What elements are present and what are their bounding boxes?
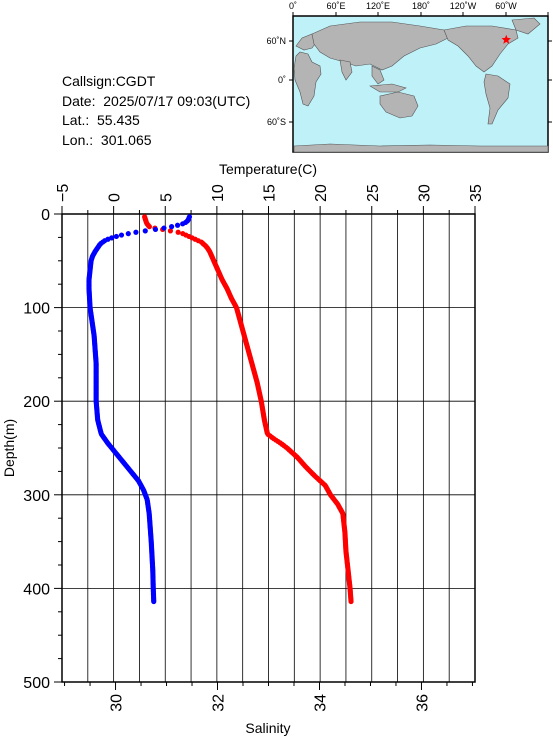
salinity-point [152,226,159,233]
longitude-text: Lon.: 301.065 [62,131,152,148]
temperature-tick-label: 5 [158,193,175,202]
map-lat-label: 0˚ [278,75,286,85]
depth-axis-title: Depth(m) [1,419,17,477]
date-text: Date: 2025/07/17 09:03(UTC) [62,92,251,109]
land-australia [379,91,419,119]
temperature-tick-label: 30 [416,184,433,202]
map-lon-label: 120˚E [366,1,390,11]
map-lon-label: 0˚ [289,1,297,11]
map-lon-label: 120˚W [450,1,477,11]
salinity-tick-labels: 30 32 34 36 [109,694,432,712]
salinity-point [133,229,139,235]
depth-tick-label: 500 [23,675,50,692]
depth-tick-label: 0 [41,207,50,224]
temperature-tick-label: 15 [262,184,279,202]
temperature-tick-label: 25 [365,184,382,202]
salinity-profile [86,214,193,605]
map-lat-label: 60˚S [267,117,286,127]
axis-ticks [54,206,476,690]
salinity-point [169,224,175,230]
depth-tick-label: 400 [23,581,50,598]
land-south-america [483,73,511,125]
map-lat-labels: 60˚N 0˚ 60˚S [266,36,286,127]
station-info: Callsign:CGDT Date: 2025/07/17 09:03(UTC… [62,72,250,150]
temperature-point [175,229,181,235]
temperature-tick-label: 20 [313,184,330,202]
map-lon-labels: 0˚ 60˚E 120˚E 180˚ 120˚W 60˚W [289,1,517,11]
temperature-profile [142,214,354,605]
map-lat-label: 60˚N [266,36,286,46]
land-india [339,59,353,81]
salinity-axis-title: Salinity [245,720,290,736]
land-africa [293,51,322,107]
salinity-point [113,233,119,240]
land-north-america [443,25,519,73]
land-asia [311,21,449,71]
land-se-asia [371,65,385,85]
land-antarctica [293,143,549,153]
salinity-point [142,228,148,234]
map-lon-label: 180˚ [412,1,430,11]
salinity-point [174,222,181,228]
latitude-text: Lat.: 55.435 [62,112,140,128]
temperature-tick-labels: −5 0 5 10 15 20 25 30 35 [55,184,485,202]
temperature-tick-label: −5 [55,184,72,202]
callsign-text: Callsign:CGDT [62,73,156,89]
map-frame-ticks [289,12,552,123]
temperature-point [146,224,152,230]
temperature-axis-title: Temperature(C) [219,161,317,177]
temperature-tick-label: 35 [468,184,485,202]
temperature-point [348,598,354,605]
salinity-point [118,232,125,238]
salinity-tick-label: 30 [109,694,126,712]
series-layer [86,214,354,605]
map-lon-label: 60˚W [495,1,517,11]
depth-tick-label: 100 [23,301,50,318]
temperature-tick-label: 0 [107,193,124,202]
salinity-tick-label: 36 [414,694,431,712]
depth-tick-label: 300 [23,488,50,505]
salinity-point [161,225,167,231]
depth-tick-label: 200 [23,394,50,411]
map-land [293,17,549,153]
depth-tick-labels: 0 100 200 300 400 500 [23,207,50,692]
station-marker [501,34,511,44]
salinity-point [125,231,131,237]
temperature-point [167,228,174,234]
map-lon-label: 60˚E [326,1,345,11]
salinity-tick-label: 32 [211,694,228,712]
salinity-tick-label: 34 [312,694,329,712]
land-indonesia [369,83,407,93]
temperature-tick-label: 10 [210,184,227,202]
salinity-point [151,598,157,605]
chart-grid [61,213,476,683]
salinity-point [180,221,186,227]
land-greenland [511,17,541,35]
